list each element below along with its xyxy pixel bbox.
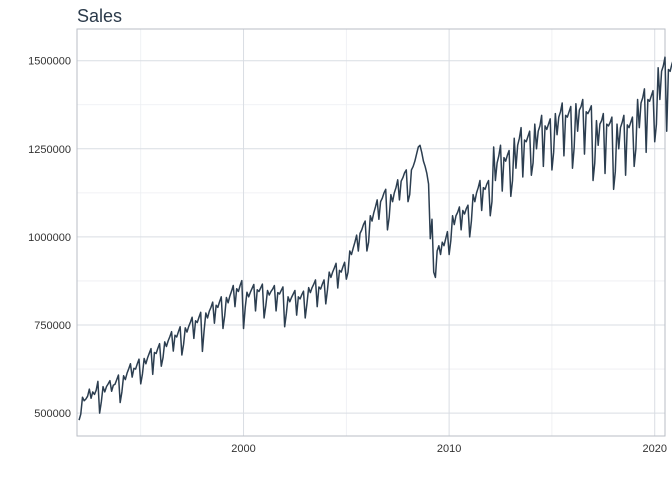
y-tick-label: 1000000	[28, 232, 71, 244]
x-tick-label: 2000	[231, 443, 255, 455]
y-tick-label: 1500000	[28, 56, 71, 68]
chart-title: Sales	[77, 6, 122, 26]
x-tick-label: 2020	[642, 443, 666, 455]
y-tick-label: 750000	[34, 320, 71, 332]
minor-grid	[77, 29, 665, 436]
x-axis: 2000 2010 2020	[231, 443, 667, 455]
y-axis: 500000 750000 1000000 1250000 1500000	[28, 56, 71, 420]
sales-series-line	[78, 56, 672, 421]
x-tick-label: 2010	[437, 443, 461, 455]
plot-panel	[76, 28, 666, 437]
series-layer	[78, 56, 672, 421]
y-tick-label: 500000	[34, 408, 71, 420]
major-grid	[77, 29, 665, 436]
y-tick-label: 1250000	[28, 144, 71, 156]
